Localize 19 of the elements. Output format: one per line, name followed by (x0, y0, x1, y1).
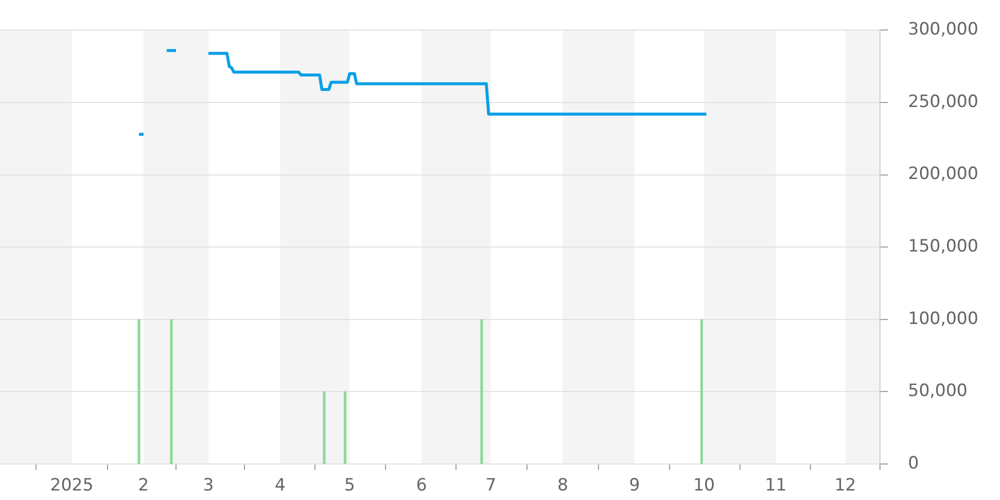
x-tick-label: 8 (557, 476, 568, 496)
x-tick-label: 3 (203, 476, 214, 496)
y-tick-label: 200,000 (908, 164, 978, 184)
y-tick-label: 300,000 (908, 20, 978, 40)
x-tick-label: 7 (486, 476, 496, 496)
y-tick-label: 50,000 (908, 381, 968, 402)
x-tick-label: 12 (834, 476, 856, 496)
y-tick-label: 250,000 (908, 92, 978, 112)
x-tick-label: 2 (138, 476, 149, 496)
y-tick-label: 0 (908, 453, 919, 474)
y-tick-label: 150,000 (908, 236, 978, 257)
x-tick-label: 2025 (50, 476, 94, 496)
x-tick-label: 4 (274, 476, 286, 496)
x-tick-label: 11 (764, 476, 787, 496)
x-tick-label: 6 (416, 476, 427, 496)
x-tick-label: 10 (693, 476, 715, 496)
x-tick-label: 5 (344, 476, 356, 496)
x-tick-label: 9 (629, 476, 640, 496)
y-tick-label: 100,000 (908, 308, 978, 329)
